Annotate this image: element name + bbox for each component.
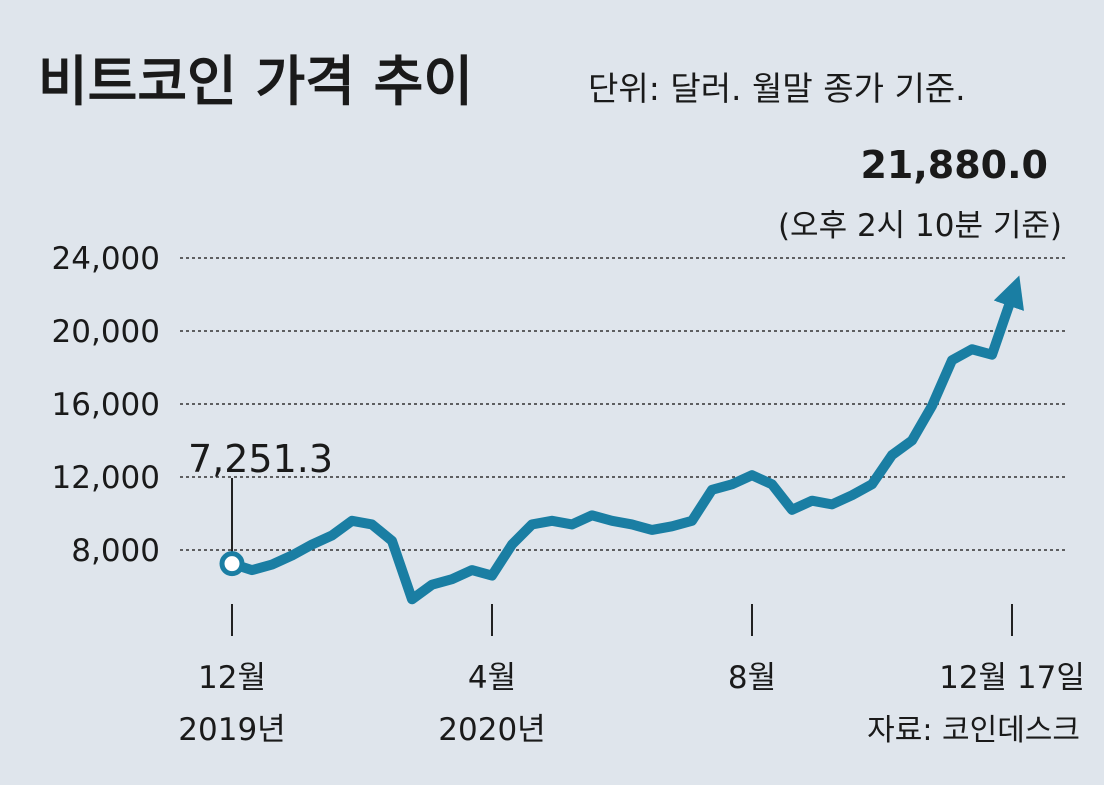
y-tick-label: 24,000 [52,241,160,277]
source: 자료: 코인데스크 [867,713,1080,748]
end-label: 21,880.0 [860,143,1048,187]
y-tick-label: 16,000 [52,387,160,423]
y-tick-label: 12,000 [52,460,160,496]
end-note: (오후 2시 10분 기준) [778,208,1062,244]
x-tick-label: 12월 17일 [939,660,1085,696]
start-marker [219,551,245,577]
start-label: 7,251.3 [188,437,333,481]
y-tick-label: 20,000 [52,314,160,350]
x-tick-label: 4월 2020년 [438,660,545,748]
chart-title: 비트코인 가격 추이 [38,50,473,113]
y-tick-label: 8,000 [71,533,160,569]
x-tick-label: 12월 2019년 [178,660,285,748]
x-tick-label: 8월 [728,660,776,696]
price-line [230,275,1024,605]
chart-subtitle: 단위: 달러. 월말 종가 기준. [588,69,966,108]
